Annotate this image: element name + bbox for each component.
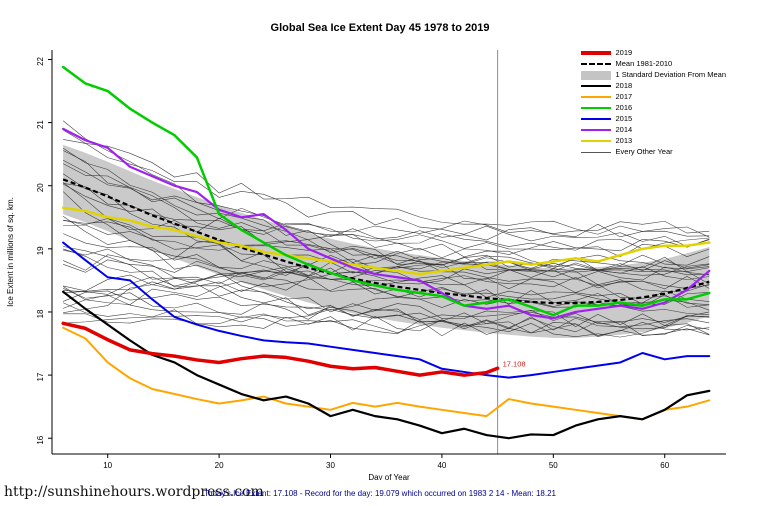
legend-item: Mean 1981-2010 xyxy=(580,59,726,69)
background-year-line xyxy=(63,238,710,313)
legend-swatch-dashed-icon xyxy=(580,63,611,65)
legend-item-label: 2013 xyxy=(615,136,633,145)
legend-item-label: 2016 xyxy=(615,103,633,112)
y-tick-label: 16 xyxy=(36,435,45,444)
legend-item: 1 Standard Deviation From Mean xyxy=(580,70,726,80)
background-year-line xyxy=(63,308,710,325)
y-tick-label: 18 xyxy=(36,309,45,318)
legend-item: 2015 xyxy=(580,114,726,124)
background-year-line xyxy=(63,139,710,238)
legend-swatch-line-icon xyxy=(580,140,611,142)
y-tick-label: 17 xyxy=(36,372,45,381)
page-title: Global Sea Ice Extent Day 45 1978 to 201… xyxy=(270,22,490,34)
legend-swatch-line-icon xyxy=(580,151,611,153)
legend-item-label: 2014 xyxy=(615,125,633,134)
legend-item-label: 2017 xyxy=(615,92,633,101)
y-axis-label: Ice Extent in millions of sq. km. xyxy=(6,197,15,307)
background-year-line xyxy=(63,160,710,270)
background-year-line xyxy=(63,150,710,280)
legend-item: 2013 xyxy=(580,136,726,146)
std-dev-band xyxy=(63,144,710,338)
x-tick-label: 20 xyxy=(215,461,224,470)
legend-item: 2019 xyxy=(580,48,726,58)
legend-swatch-line-icon xyxy=(580,85,611,87)
background-year-line xyxy=(63,266,710,309)
background-year-line xyxy=(62,147,710,292)
series-2015-line xyxy=(62,241,711,379)
background-year-line xyxy=(62,286,710,338)
background-year-line xyxy=(63,248,710,304)
footer-summary: Today's Ice Extent: 17.108 - Record for … xyxy=(204,489,556,498)
background-year-line xyxy=(63,246,710,328)
series-2014-line xyxy=(62,127,711,320)
y-tick-label: 20 xyxy=(36,183,45,192)
legend-swatch-box-icon xyxy=(580,70,611,80)
x-tick-label: 10 xyxy=(103,461,112,470)
series-2013-line xyxy=(61,206,711,276)
y-tick-label: 19 xyxy=(36,246,45,255)
x-tick-label: 60 xyxy=(660,461,669,470)
legend-item-label: 2019 xyxy=(615,48,633,57)
background-year-line xyxy=(63,313,710,332)
x-tick-label: 30 xyxy=(326,461,335,470)
legend-item: 2016 xyxy=(580,103,726,113)
series-2016-line xyxy=(61,65,711,317)
x-tick-label: 40 xyxy=(437,461,446,470)
background-year-line xyxy=(63,223,710,271)
background-year-line xyxy=(62,129,710,247)
legend-item-label: Mean 1981-2010 xyxy=(615,59,673,68)
background-year-line xyxy=(63,302,710,337)
legend-item: 2018 xyxy=(580,81,726,91)
legend: 2019 Mean 1981-2010 1 Standard Deviation F… xyxy=(580,48,726,158)
legend-item-label: 2018 xyxy=(615,81,633,90)
legend-swatch-line-icon xyxy=(580,96,611,98)
x-tick-label: 50 xyxy=(549,461,558,470)
legend-swatch-line-icon xyxy=(580,107,611,109)
background-year-line xyxy=(62,120,710,306)
legend-swatch-line-icon xyxy=(580,118,611,120)
background-year-line xyxy=(62,173,710,316)
mean-line xyxy=(62,178,710,305)
background-year-line xyxy=(62,191,710,336)
site-url-link[interactable]: http://sunshinehours.wordpress.com xyxy=(4,484,264,500)
current-extent-annotation: 17.108 xyxy=(503,359,526,368)
legend-swatch-line-icon xyxy=(580,51,611,55)
legend-item-label: 2015 xyxy=(615,114,633,123)
legend-item: 2017 xyxy=(580,92,726,102)
x-axis-label: Day of Year xyxy=(368,473,410,480)
background-year-line xyxy=(63,254,710,295)
y-tick-label: 21 xyxy=(36,120,45,129)
legend-swatch-line-icon xyxy=(580,129,611,131)
background-year-line xyxy=(63,163,710,257)
background-year-line xyxy=(62,182,710,305)
y-tick-label: 22 xyxy=(36,56,45,65)
legend-item: 2014 xyxy=(580,125,726,135)
series-2017-line xyxy=(62,326,711,421)
legend-item-label: 1 Standard Deviation From Mean xyxy=(615,70,726,79)
series-2018-line xyxy=(62,290,711,440)
legend-item: Every Other Year xyxy=(580,147,726,157)
sea-ice-chart: 17.108 10 20 30 40 50 60 16 17 18 19 20 21 22 Day of Y… xyxy=(6,50,726,480)
legend-item-label: Every Other Year xyxy=(615,147,673,156)
series-2019-line xyxy=(61,321,500,377)
